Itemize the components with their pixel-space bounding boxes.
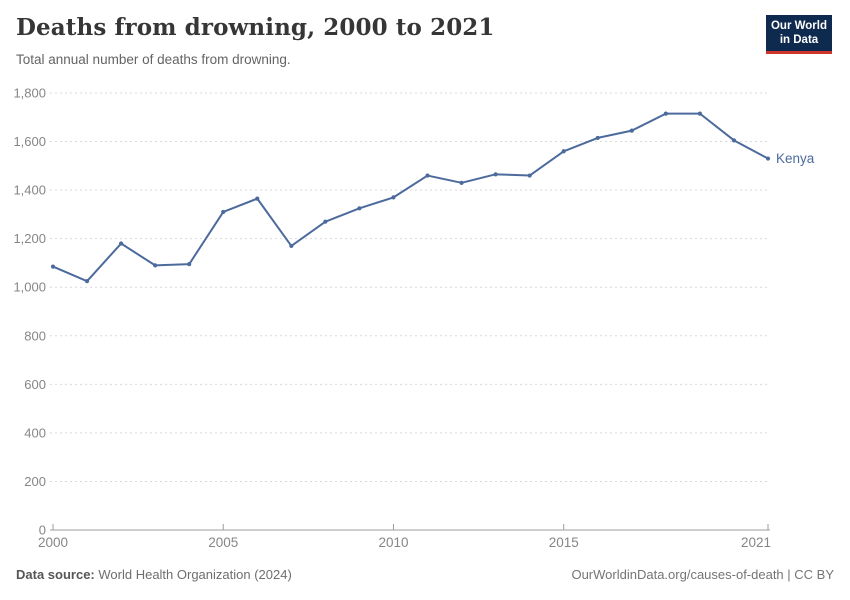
- x-tick-label: 2005: [208, 535, 238, 550]
- x-tick-label: 2010: [378, 535, 408, 550]
- y-tick-label: 1,800: [13, 86, 46, 101]
- data-point[interactable]: [50, 264, 56, 269]
- data-point[interactable]: [595, 135, 600, 141]
- y-tick-label: 600: [24, 377, 46, 392]
- data-point[interactable]: [153, 263, 158, 268]
- data-point[interactable]: [731, 138, 737, 143]
- data-point[interactable]: [255, 196, 260, 201]
- data-point[interactable]: [289, 243, 294, 249]
- y-tick-label: 1,400: [13, 183, 46, 198]
- data-source-label: Data source:: [16, 567, 95, 582]
- x-tick-label: 2015: [549, 535, 579, 550]
- x-tick-label: 2000: [38, 535, 68, 550]
- y-tick-label: 400: [24, 425, 46, 440]
- x-tick-label: 2021: [741, 535, 771, 550]
- owid-logo-line2: in Data: [779, 33, 819, 46]
- page-title: Deaths from drowning, 2000 to 2021: [16, 14, 495, 41]
- data-point[interactable]: [118, 241, 124, 246]
- series-end-label[interactable]: Kenya: [776, 151, 815, 166]
- y-tick-label: 1,600: [13, 134, 46, 149]
- owid-logo[interactable]: Our World in Data: [766, 15, 832, 54]
- data-source-value: World Health Organization (2024): [98, 567, 292, 582]
- data-point[interactable]: [697, 111, 703, 116]
- data-point[interactable]: [425, 173, 430, 178]
- data-point[interactable]: [561, 149, 566, 154]
- data-point[interactable]: [84, 279, 90, 284]
- chart-footer: Data source: World Health Organization (…: [16, 567, 834, 582]
- data-point[interactable]: [459, 180, 464, 185]
- chart-subtitle: Total annual number of deaths from drown…: [16, 52, 291, 67]
- data-point[interactable]: [663, 111, 668, 116]
- data-point[interactable]: [765, 156, 771, 161]
- data-point[interactable]: [221, 209, 226, 215]
- data-point[interactable]: [187, 262, 192, 267]
- y-tick-label: 200: [24, 474, 46, 489]
- y-tick-label: 800: [24, 328, 46, 343]
- y-tick-label: 1,000: [13, 280, 46, 295]
- owid-logo-line1: Our World: [770, 20, 827, 32]
- y-tick-label: 0: [39, 523, 46, 538]
- data-point[interactable]: [391, 195, 396, 200]
- data-point[interactable]: [493, 172, 498, 177]
- series-line-kenya[interactable]: [52, 112, 769, 283]
- data-point[interactable]: [527, 173, 532, 178]
- y-tick-label: 1,200: [13, 231, 46, 246]
- data-point[interactable]: [357, 206, 362, 211]
- citation-link: OurWorldinData.org/causes-of-death | CC …: [571, 567, 834, 582]
- data-point[interactable]: [629, 128, 634, 133]
- data-point[interactable]: [323, 219, 328, 224]
- data-source: Data source: World Health Organization (…: [16, 567, 292, 582]
